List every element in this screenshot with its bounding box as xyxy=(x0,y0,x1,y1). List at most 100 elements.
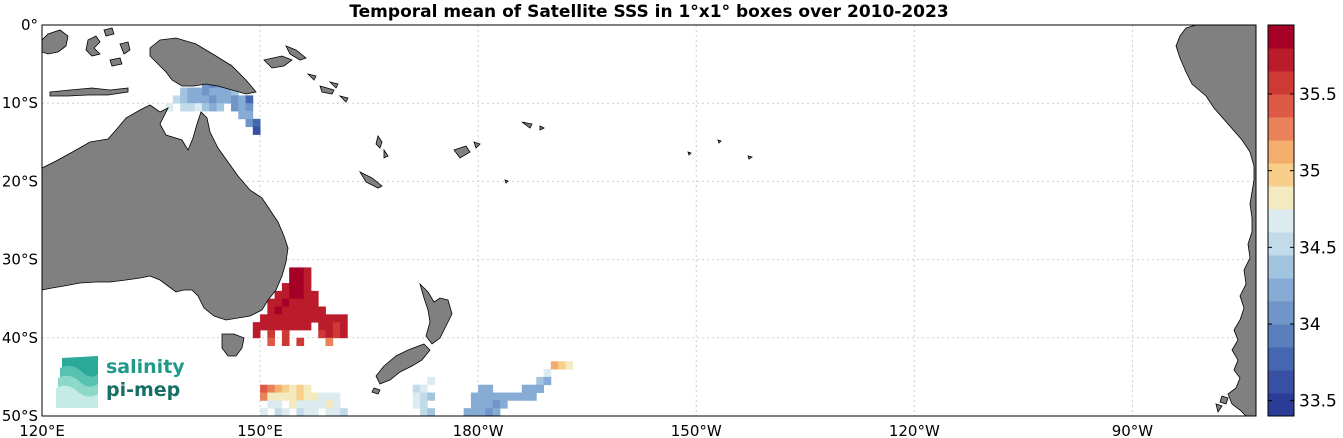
salinity-cell xyxy=(420,384,428,393)
salinity-cell xyxy=(209,87,217,96)
salinity-cell xyxy=(332,392,341,401)
colorbar-segment xyxy=(1268,347,1294,371)
salinity-cell xyxy=(194,95,203,104)
salinity-cell xyxy=(303,314,312,323)
salinity-cell xyxy=(303,400,312,409)
new-ireland-land xyxy=(285,45,307,61)
salinity-cell xyxy=(492,408,501,416)
salinity-cell xyxy=(274,298,283,307)
salinity-cell xyxy=(325,400,334,409)
colorbar-tick-label: 34 xyxy=(1299,315,1321,335)
salinity-cell xyxy=(187,95,196,104)
salinity-cell xyxy=(281,329,290,339)
salinity-cell xyxy=(187,87,196,96)
salinity-cell xyxy=(267,306,276,315)
salinity-cell xyxy=(521,384,530,393)
salinity-cell xyxy=(267,392,276,401)
salinity-cell xyxy=(289,322,297,331)
salinity-cell xyxy=(274,314,283,323)
salinity-cell xyxy=(282,416,290,424)
colorbar-segment xyxy=(1268,94,1294,118)
salinity-cell xyxy=(289,416,297,424)
salinity-cell xyxy=(274,384,283,393)
longitude-tick-label: 120°W xyxy=(889,422,940,438)
salinity-cell xyxy=(172,95,181,104)
salinity-cell xyxy=(296,283,305,292)
southern-chile-islands xyxy=(1215,395,1229,413)
colorbar-segment xyxy=(1268,232,1294,256)
stewart-island xyxy=(371,387,381,395)
salinity-cell xyxy=(463,408,472,416)
salinity-cell xyxy=(412,392,421,401)
salinity-cell xyxy=(325,337,334,347)
salinity-cell xyxy=(521,392,530,401)
new-guinea-land xyxy=(149,37,257,95)
new-zealand-south-island xyxy=(375,343,431,385)
salinity-cell xyxy=(274,408,283,416)
salinity-pi-mep-logo: salinity pi-mep xyxy=(56,356,185,408)
salinity-cell xyxy=(281,283,290,292)
salinity-cell xyxy=(187,103,196,112)
colorbar-segment xyxy=(1268,393,1294,417)
salinity-cell xyxy=(303,298,312,307)
salinity-cell xyxy=(303,408,312,416)
salinity-cell xyxy=(332,408,341,416)
salinity-cell xyxy=(260,384,268,393)
salinity-cell xyxy=(201,87,210,96)
salinity-cell xyxy=(274,392,283,401)
new-caledonia-land xyxy=(358,171,383,189)
salinity-cell xyxy=(303,283,312,292)
salinity-cell xyxy=(296,290,305,300)
salinity-cell xyxy=(274,400,283,409)
salinity-cell xyxy=(310,408,319,416)
salinity-cell xyxy=(281,314,290,323)
salinity-cell xyxy=(514,392,523,401)
salinity-cell xyxy=(325,322,334,331)
salinity-cell xyxy=(260,392,268,401)
colorbar-segment xyxy=(1268,25,1294,49)
salinity-cell xyxy=(281,337,290,347)
longitude-tick-label: 180°W xyxy=(453,422,504,438)
longitude-tick-label: 120°E xyxy=(19,422,65,438)
salinity-cell xyxy=(303,290,312,300)
salinity-cell xyxy=(267,314,276,323)
salinity-cell xyxy=(529,392,537,401)
salinity-cell xyxy=(289,400,297,409)
borneo-land xyxy=(42,29,69,55)
salinity-cell xyxy=(340,314,348,323)
salinity-cell xyxy=(303,306,312,315)
salinity-cell xyxy=(209,103,217,112)
salinity-cell xyxy=(238,103,246,112)
latitude-tick-label: 10°S xyxy=(2,94,38,112)
salinity-cell xyxy=(318,416,326,424)
salinity-cell xyxy=(281,306,290,315)
salinity-cell xyxy=(470,392,479,401)
salinity-cell xyxy=(303,275,312,284)
salinity-cell xyxy=(281,298,290,307)
colorbar-segment xyxy=(1268,209,1294,233)
salinity-cell xyxy=(260,322,268,331)
salinity-cell xyxy=(326,416,334,424)
salinity-cell xyxy=(209,95,217,104)
salinity-cell xyxy=(274,322,283,331)
salinity-cell xyxy=(289,298,297,307)
logo-salinity-text: salinity xyxy=(106,356,185,378)
salinity-cell xyxy=(499,392,508,401)
salinity-cell xyxy=(296,384,305,393)
salinity-cell xyxy=(325,314,334,323)
salinity-cell xyxy=(267,400,276,409)
landmasses xyxy=(42,25,1256,416)
salinity-cell xyxy=(325,329,334,339)
salinity-cell xyxy=(281,392,290,401)
salinity-cell xyxy=(310,306,319,315)
salinity-cell xyxy=(289,283,297,292)
colorbar-segment xyxy=(1268,48,1294,72)
salinity-cell xyxy=(274,290,283,300)
salinity-cell xyxy=(289,267,297,276)
salinity-cell xyxy=(165,103,174,112)
salinity-cell xyxy=(485,392,494,401)
salinity-cell xyxy=(325,408,334,416)
salinity-cell xyxy=(529,384,537,393)
salinity-cell xyxy=(267,298,276,307)
salinity-cell xyxy=(303,392,312,401)
